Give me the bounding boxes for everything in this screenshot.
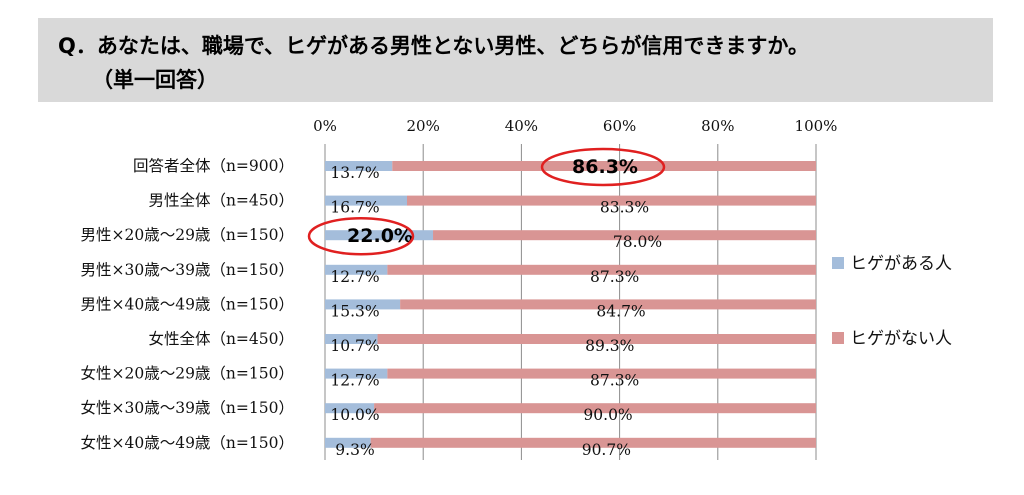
highlight-ellipse bbox=[307, 216, 415, 256]
data-label-without-beard: 84.7% bbox=[596, 302, 645, 320]
data-label-without-beard: 90.7% bbox=[582, 441, 631, 459]
data-label-without-beard: 89.3% bbox=[585, 337, 634, 355]
bar-without-beard bbox=[374, 403, 816, 414]
bar-with-beard bbox=[325, 403, 375, 414]
data-label-without-beard: 86.3% bbox=[572, 156, 638, 178]
bar-with-beard bbox=[325, 230, 434, 241]
x-tick-label: 20% bbox=[407, 117, 440, 135]
bar-without-beard bbox=[387, 264, 816, 275]
data-label-without-beard: 90.0% bbox=[583, 406, 632, 424]
question-text: Q．あなたは、職場で、ヒゲがある男性とない男性、どちらが信用できますか。 bbox=[58, 34, 809, 58]
data-label-without-beard: 87.3% bbox=[590, 372, 639, 390]
bar-with-beard bbox=[325, 334, 378, 344]
data-label-without-beard: 78.0% bbox=[613, 233, 662, 251]
data-label-with-beard: 22.0% bbox=[347, 225, 413, 247]
bar-without-beard bbox=[377, 334, 816, 344]
category-label: 女性×40歳～49歳（n=150） bbox=[81, 433, 295, 452]
data-label-with-beard: 12.7% bbox=[330, 372, 379, 390]
legend-swatch bbox=[832, 257, 844, 269]
bar-without-beard bbox=[370, 437, 816, 448]
bar-with-beard bbox=[325, 368, 388, 379]
bar-with-beard bbox=[325, 195, 407, 206]
data-label-with-beard: 12.7% bbox=[330, 268, 379, 286]
data-label-with-beard: 10.0% bbox=[330, 406, 379, 424]
bar-without-beard bbox=[400, 299, 816, 310]
bar-with-beard bbox=[325, 437, 371, 448]
data-label-without-beard: 83.3% bbox=[600, 199, 649, 217]
x-tick-label: 100% bbox=[795, 117, 838, 135]
category-label: 女性全体（n=450） bbox=[148, 329, 294, 348]
category-label: 男性×40歳～49歳（n=150） bbox=[81, 295, 295, 313]
category-label: 男性全体（n=450） bbox=[148, 192, 294, 210]
bar-without-beard bbox=[406, 195, 816, 206]
category-label: 男性×30歳～39歳（n=150） bbox=[81, 261, 295, 279]
category-label: 女性×20歳～29歳（n=150） bbox=[81, 364, 295, 383]
highlight-ellipse bbox=[540, 147, 666, 187]
bar-without-beard bbox=[433, 230, 816, 241]
data-label-without-beard: 87.3% bbox=[590, 268, 639, 286]
data-label-with-beard: 10.7% bbox=[330, 337, 379, 355]
x-tick-label: 0% bbox=[313, 117, 337, 135]
category-label: 男性×20歳～29歳（n=150） bbox=[81, 226, 295, 244]
data-label-with-beard: 13.7% bbox=[330, 164, 379, 182]
category-label: 回答者全体（n=900） bbox=[133, 157, 294, 175]
data-label-with-beard: 15.3% bbox=[330, 302, 379, 320]
category-label: 女性×30歳～39歳（n=150） bbox=[81, 398, 295, 417]
data-label-with-beard: 16.7% bbox=[330, 199, 379, 217]
legend-label: ヒゲがない人 bbox=[850, 329, 952, 349]
bar-without-beard bbox=[392, 161, 816, 171]
x-tick-label: 60% bbox=[603, 117, 636, 135]
legend-label: ヒゲがある人 bbox=[850, 254, 952, 274]
legend-swatch bbox=[832, 332, 844, 344]
x-tick-label: 40% bbox=[505, 117, 538, 135]
question-header-band bbox=[38, 18, 993, 102]
bar-with-beard bbox=[325, 299, 401, 310]
bar-with-beard bbox=[325, 161, 393, 171]
bar-with-beard bbox=[325, 264, 388, 275]
x-tick-label: 80% bbox=[701, 117, 734, 135]
bar-without-beard bbox=[387, 368, 816, 379]
question-answer-type: （単一回答） bbox=[92, 68, 218, 92]
data-label-with-beard: 9.3% bbox=[335, 441, 374, 459]
